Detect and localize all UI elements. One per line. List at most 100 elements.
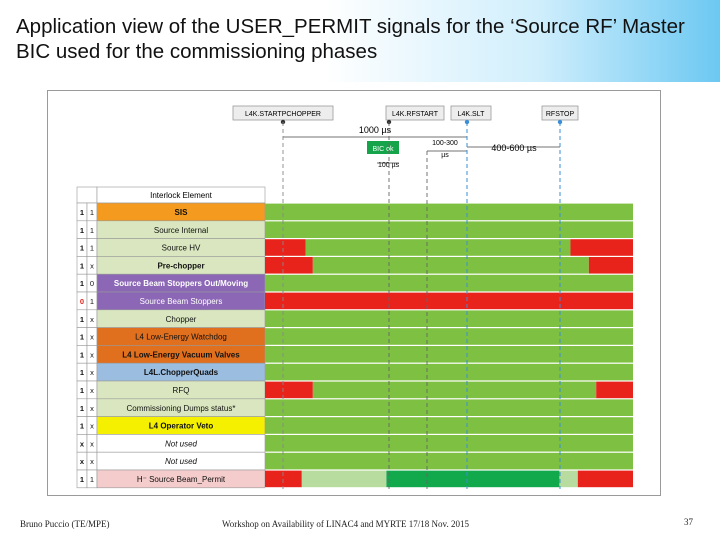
row-bit-2: 1 — [90, 208, 94, 217]
table-row: 1 1 Source HV — [76, 238, 633, 257]
signal-segment-green — [265, 310, 633, 327]
row-bit-1: 1 — [80, 475, 84, 484]
table-row: 1 x L4 Low-Energy Watchdog — [76, 327, 633, 346]
row-bit-2: 1 — [90, 244, 94, 253]
table-header-label: Interlock Element — [150, 191, 213, 200]
row-bit-2: x — [90, 457, 94, 466]
row-bit-2: x — [90, 368, 94, 377]
row-bit-2: x — [90, 315, 94, 324]
row-name: Not used — [165, 457, 198, 466]
timing-diagram: L4K.STARTPCHOPPER L4K.RFSTART L4K.SLT RF… — [47, 90, 661, 496]
row-name: Source Beam Stoppers Out/Moving — [114, 279, 248, 288]
table-row: 1 x L4L.ChopperQuads — [76, 362, 633, 382]
svg-text:µs: µs — [441, 152, 449, 159]
event-tag-slt: L4K.SLT — [450, 105, 492, 121]
row-name: Chopper — [166, 315, 197, 324]
svg-text:RFSTOP: RFSTOP — [546, 111, 575, 118]
svg-text:BIC ok: BIC ok — [372, 146, 394, 153]
signal-segment-green — [312, 381, 597, 399]
signal-segment-green — [265, 328, 633, 345]
row-bit-2: 1 — [90, 475, 94, 484]
row-bit-2: x — [90, 261, 94, 270]
row-bit-1: 1 — [80, 261, 84, 270]
table-row: x x Not used — [76, 451, 633, 471]
signal-segment-green — [265, 203, 633, 221]
signal-segment-red — [588, 257, 633, 274]
signal-segment-red — [265, 381, 313, 399]
signal-segment-red — [577, 470, 633, 488]
event-tag-rfstop: RFSTOP — [541, 105, 579, 121]
row-bit-1: 1 — [80, 315, 84, 324]
row-name: Source Internal — [154, 226, 208, 235]
signal-segment-darkgreen — [386, 470, 560, 488]
row-bit-1: x — [80, 439, 85, 448]
signal-segment-red — [265, 239, 306, 256]
signal-segment-green — [265, 435, 633, 452]
svg-text:400-600 µs: 400-600 µs — [491, 143, 537, 153]
slide-title: Application view of the USER_PERMIT sign… — [16, 15, 685, 63]
signal-segment-green — [265, 399, 633, 416]
bic-ok-box: BIC ok — [367, 141, 399, 154]
svg-text:L4K.STARTPCHOPPER: L4K.STARTPCHOPPER — [245, 111, 321, 118]
table-row: 1 x Commissioning Dumps status* — [76, 398, 633, 417]
page-number: 37 — [684, 517, 693, 527]
signal-segment-red — [265, 257, 313, 274]
title-bar — [0, 0, 720, 82]
table-row: 0 1 Source Beam Stoppers — [76, 291, 633, 311]
event-tag-startpchopper: L4K.STARTPCHOPPER — [232, 105, 334, 121]
row-name: SIS — [175, 208, 189, 217]
row-name: Pre-chopper — [157, 261, 204, 270]
signal-segment-green — [312, 257, 589, 274]
row-bit-2: x — [90, 333, 94, 342]
table-row: 1 x L4 Low-Energy Vacuum Valves — [76, 345, 633, 364]
signal-segment-green — [265, 452, 633, 470]
table-row: 1 1 H⁻ Source Beam_Permit — [76, 469, 633, 489]
table-header: Interlock Element — [76, 186, 266, 204]
row-bit-1: 1 — [80, 279, 84, 288]
signal-segment-lightgreen — [301, 470, 387, 488]
row-bit-1: 1 — [80, 386, 84, 395]
row-bit-1: 1 — [80, 404, 84, 413]
row-bit-2: 0 — [90, 279, 94, 288]
table-row: x x Not used — [76, 434, 633, 453]
signal-segment-green — [265, 346, 633, 363]
row-name: Source HV — [162, 244, 201, 253]
event-tag-rfstart: L4K.RFSTART — [385, 105, 445, 121]
row-name: L4 Low-Energy Vacuum Valves — [122, 350, 240, 359]
signal-segment-red — [265, 292, 633, 310]
signal-segment-red — [570, 239, 633, 256]
signal-segment-green — [305, 239, 571, 256]
svg-text:1000 µs: 1000 µs — [359, 125, 392, 135]
table-row: 1 x Pre-chopper — [76, 256, 633, 275]
table-row: 1 1 SIS — [76, 202, 633, 222]
row-bit-2: 1 — [90, 226, 94, 235]
row-name: H⁻ Source Beam_Permit — [137, 475, 226, 484]
signal-segment-red — [265, 470, 302, 488]
dimension-100-300us: 100-300 µs — [427, 140, 467, 159]
timing-diagram-svg: L4K.STARTPCHOPPER L4K.RFSTART L4K.SLT RF… — [76, 105, 633, 489]
row-bit-2: x — [90, 439, 94, 448]
svg-text:L4K.SLT: L4K.SLT — [458, 111, 485, 118]
row-bit-1: 1 — [80, 226, 84, 235]
signal-segment-green — [265, 221, 633, 238]
row-name: L4 Low-Energy Watchdog — [135, 333, 227, 342]
row-bit-2: x — [90, 422, 94, 431]
row-bit-2: x — [90, 404, 94, 413]
row-bit-1: x — [80, 457, 85, 466]
row-name: RFQ — [173, 386, 190, 395]
row-bit-1: 1 — [80, 422, 84, 431]
row-bit-2: x — [90, 386, 94, 395]
footer-event: Workshop on Availability of LINAC4 and M… — [222, 519, 469, 529]
row-bit-2: x — [90, 350, 94, 359]
row-name: L4L.ChopperQuads — [144, 368, 219, 377]
table-row: 1 1 Source Internal — [76, 220, 633, 239]
signal-segment-lightgreen — [559, 470, 578, 488]
dimension-400-600us: 400-600 µs — [467, 143, 560, 153]
row-bit-1: 1 — [80, 333, 84, 342]
table-row: 1 0 Source Beam Stoppers Out/Moving — [76, 273, 633, 293]
row-bit-1: 1 — [80, 244, 84, 253]
svg-text:L4K.RFSTART: L4K.RFSTART — [392, 111, 439, 118]
row-bit-2: 1 — [90, 297, 94, 306]
signal-segment-green — [265, 363, 633, 381]
row-name: Source Beam Stoppers — [140, 297, 223, 306]
